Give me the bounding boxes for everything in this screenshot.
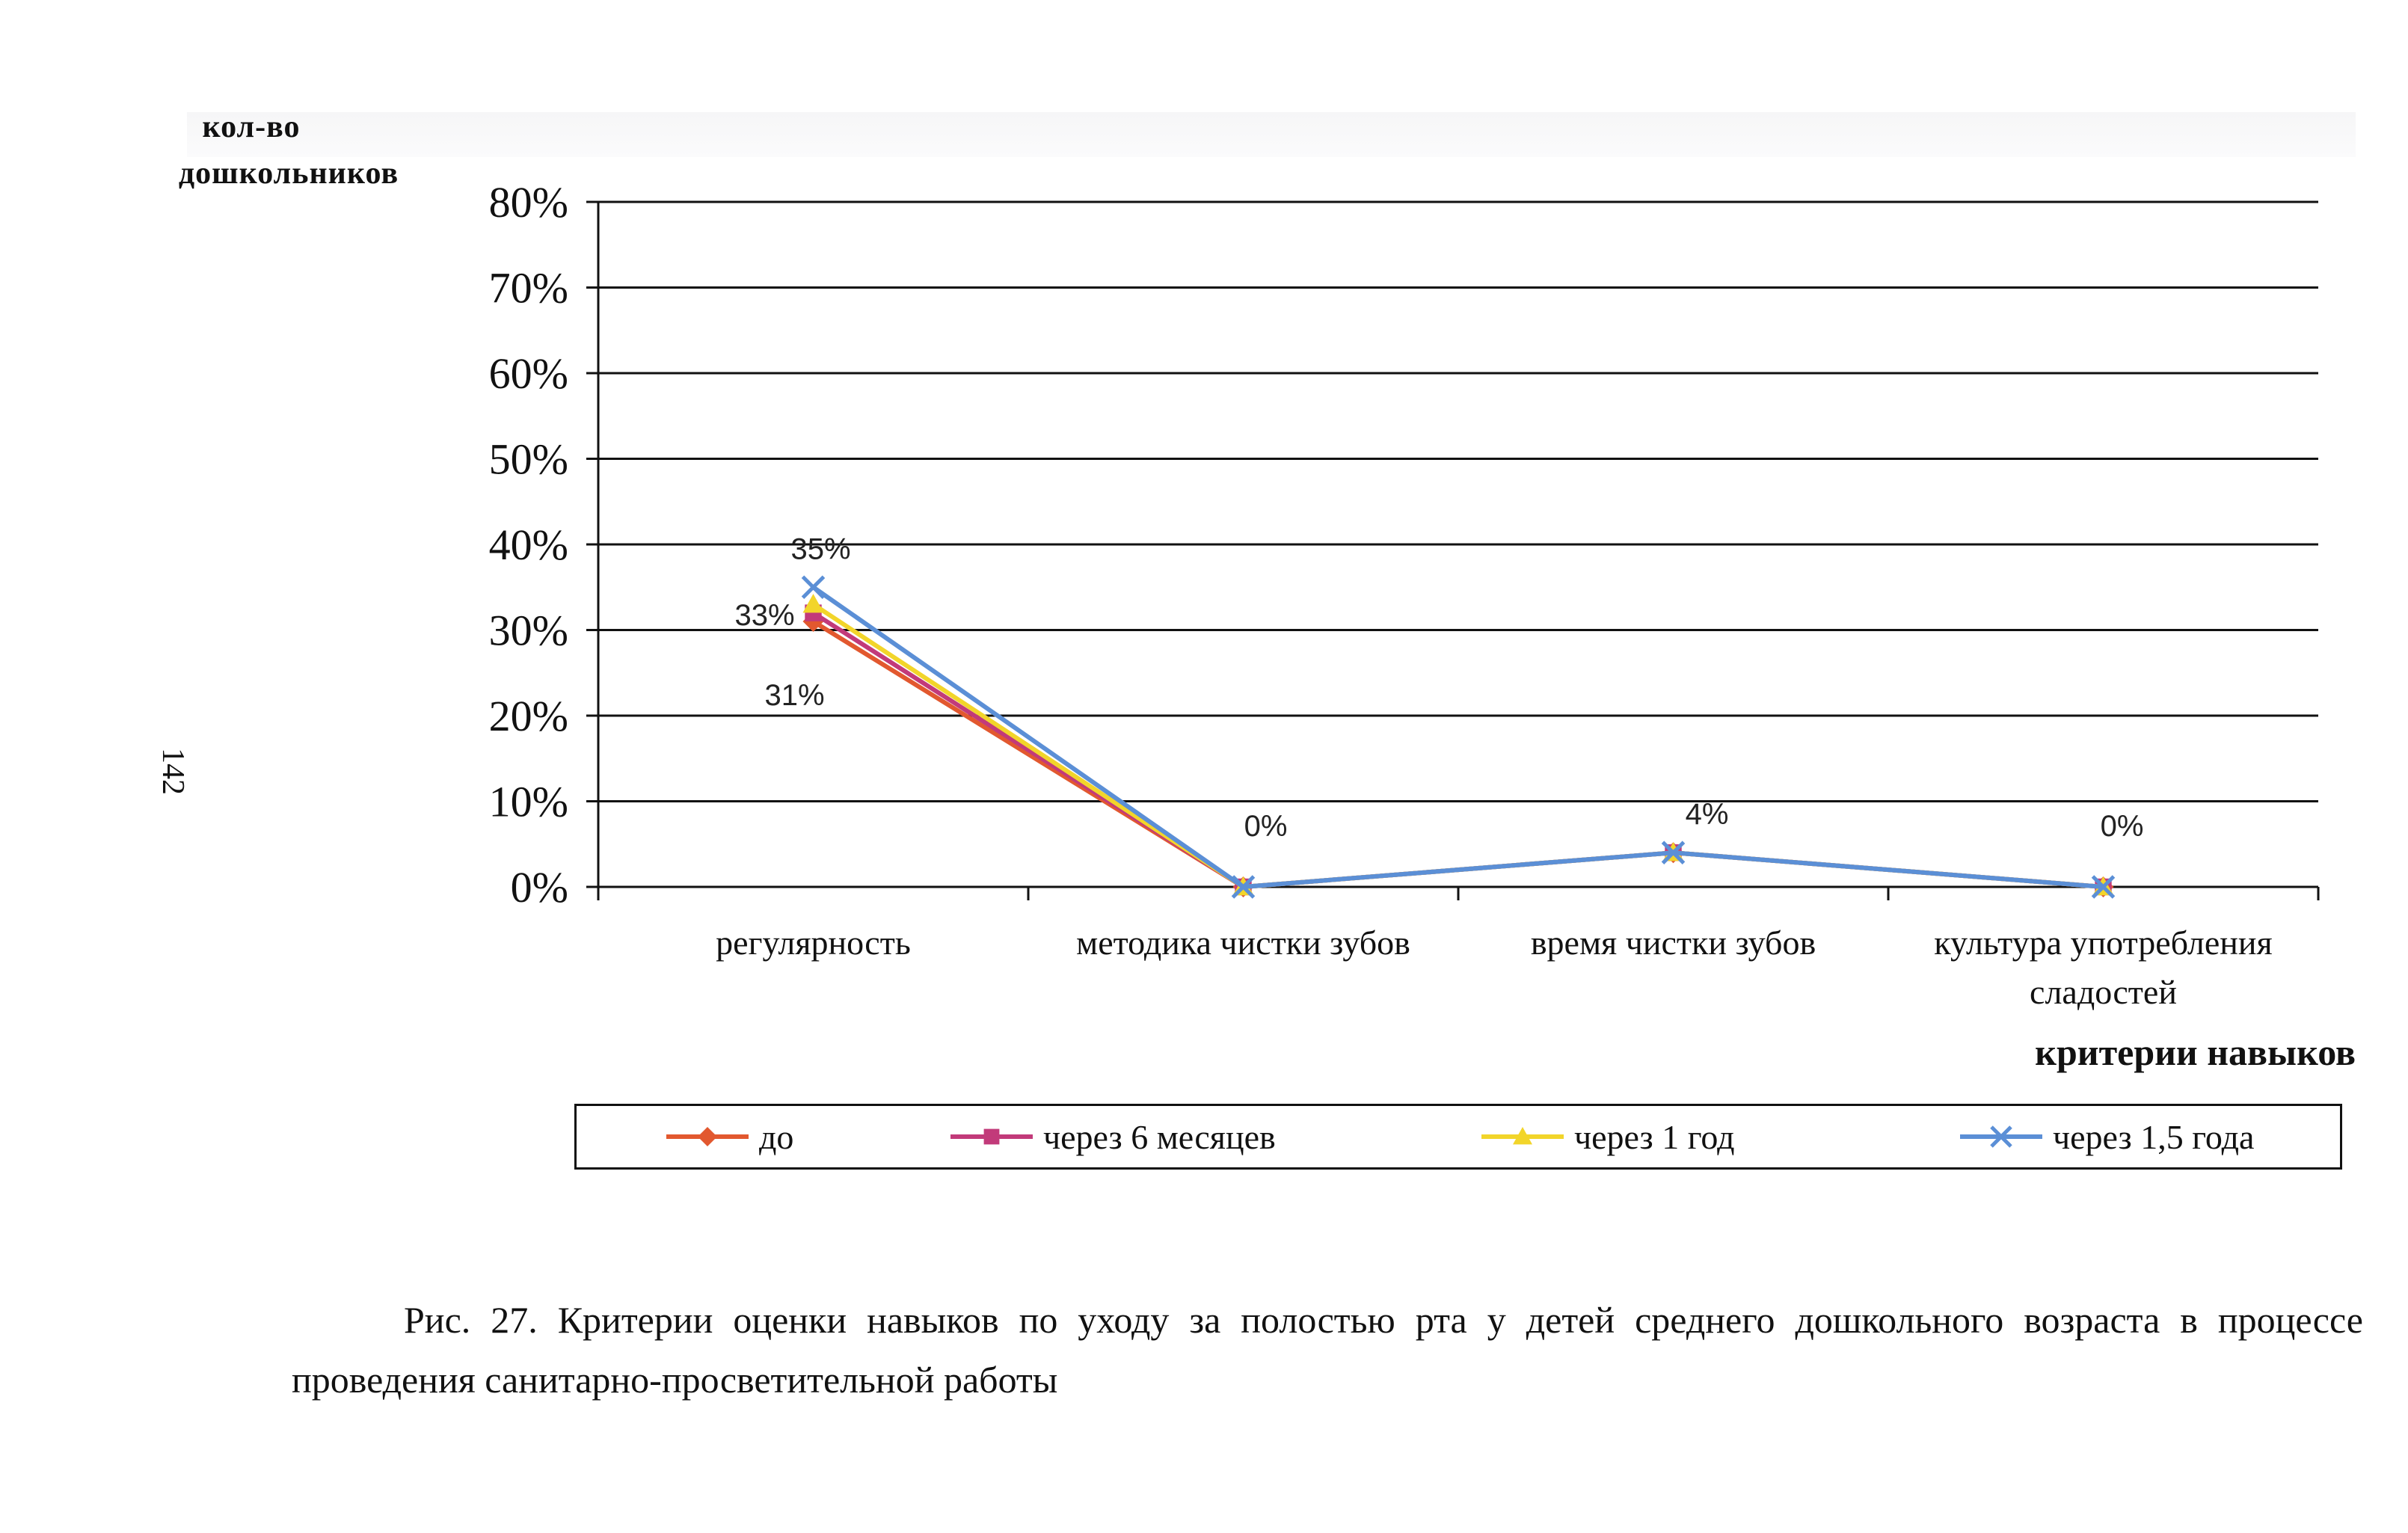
y-axis-title-line-2: дошкольников: [178, 156, 399, 191]
legend-label-do: до: [759, 1117, 794, 1156]
y-axis-title-line-1: кол-во: [202, 110, 301, 144]
data-label: 31%: [764, 679, 824, 712]
legend-label-1-5-years: через 1,5 года: [2053, 1117, 2255, 1156]
y-tick-label: 60%: [489, 349, 568, 398]
y-tick-label: 0%: [511, 863, 568, 912]
data-point-2-0: [802, 594, 824, 613]
legend-marker-do: [666, 1127, 749, 1146]
data-label: 33%: [734, 599, 794, 632]
legend-marker-1-year: [1481, 1127, 1564, 1145]
data-point-3-0: [801, 575, 826, 600]
series-line-0: [811, 619, 2104, 890]
data-label: 0%: [2101, 810, 2144, 843]
data-point-3-1: [1231, 875, 1256, 899]
figure-caption: Рис. 27. Критерии оценки навыков по уход…: [292, 1290, 2363, 1410]
legend-item-do: до: [666, 1106, 793, 1167]
data-label: 35%: [790, 532, 850, 565]
y-tick-label: 30%: [489, 606, 568, 655]
y-tick-label: 10%: [489, 778, 568, 826]
legend-marker-shape: [1990, 1125, 2012, 1148]
series-line-2: [811, 602, 2104, 890]
x-tick-label: регулярность: [716, 924, 911, 962]
data-label: 4%: [1686, 798, 1729, 831]
data-point-3-2: [1661, 841, 1686, 864]
figure-caption-text: Рис. 27. Критерии оценки навыков по уход…: [292, 1299, 2363, 1401]
scan-bleed-band: [187, 112, 2356, 157]
legend-marker-shape: [1513, 1127, 1532, 1145]
y-tick-label: 40%: [489, 520, 568, 569]
legend-marker-shape: [983, 1128, 1000, 1145]
x-tick-label: методика чистки зубов: [1076, 924, 1410, 962]
legend-marker-6-months: [950, 1128, 1033, 1145]
x-tick-label: время чистки зубов: [1531, 924, 1816, 962]
y-tick-label: 70%: [489, 264, 568, 313]
legend-marker-shape: [698, 1127, 717, 1146]
x-axis-title: критерии навыков: [2035, 1031, 2356, 1073]
legend-marker-1-5-years: [1960, 1125, 2042, 1148]
data-point-3-3: [2091, 875, 2116, 899]
legend-item-1-5-years: через 1,5 года: [1960, 1106, 2254, 1167]
legend-item-6-months: через 6 месяцев: [950, 1106, 1276, 1167]
series-line-1: [811, 611, 2104, 890]
legend-label-6-months: через 6 месяцев: [1043, 1117, 1276, 1156]
x-tick-label: культура употребления: [1934, 924, 2272, 962]
x-tick-label: сладостей: [2030, 973, 2177, 1011]
y-tick-label: 80%: [489, 178, 568, 227]
legend-item-1-year: через 1 год: [1481, 1106, 1735, 1167]
data-label: 0%: [1244, 810, 1288, 843]
series-line-3: [811, 585, 2104, 890]
y-tick-label: 20%: [489, 692, 568, 740]
chart-legend: до через 6 месяцев через 1 год через 1,5…: [574, 1104, 2342, 1170]
legend-label-1-year: через 1 год: [1574, 1117, 1735, 1156]
y-tick-label: 50%: [489, 435, 568, 484]
